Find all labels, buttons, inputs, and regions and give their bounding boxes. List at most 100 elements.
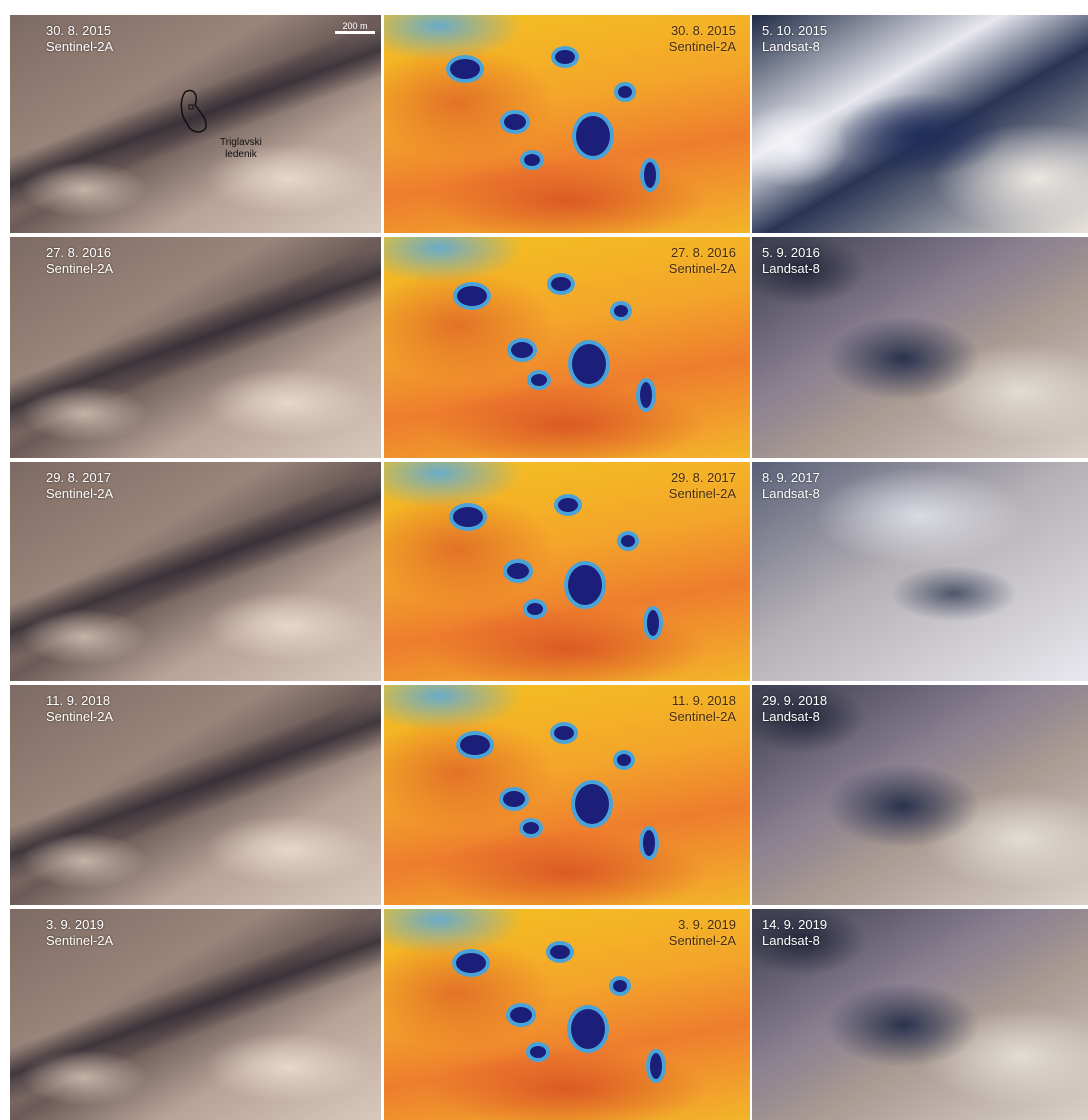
date: 30. 8. 2015: [46, 23, 113, 39]
snow-patch: [575, 784, 609, 824]
snow-patch: [550, 945, 570, 959]
snow-patch: [510, 1007, 532, 1023]
snow-patch: [504, 114, 526, 130]
annotation-line: ledenik: [220, 149, 262, 161]
date: 30. 8. 2015: [669, 23, 736, 39]
snow-patch: [450, 59, 480, 79]
figure: {"panels": [ [{"date": "30. 8. 2015", "s…: [0, 0, 1088, 1120]
snow-patch: [457, 286, 487, 306]
snow-patch: [614, 305, 628, 317]
date: 8. 9. 2017: [762, 470, 820, 486]
sensor: Landsat-8: [762, 933, 827, 949]
annotation-line: Triglavski: [220, 137, 262, 149]
snow-patch: [643, 830, 655, 856]
snow-patch: [524, 154, 540, 166]
sensor: Sentinel-2A: [669, 933, 736, 949]
snow-patch: [511, 342, 533, 358]
outline-marker: [189, 105, 193, 109]
sensor: Landsat-8: [762, 486, 820, 502]
snow-patch: [551, 277, 571, 291]
date: 5. 9. 2016: [762, 245, 820, 261]
sensor: Sentinel-2A: [46, 261, 113, 277]
sensor: Sentinel-2A: [46, 486, 113, 502]
snow-patch: [530, 1046, 546, 1058]
snow-patch: [650, 1053, 662, 1079]
snow-patch: [531, 374, 547, 386]
snow-patch: [523, 822, 539, 834]
sensor: Sentinel-2A: [46, 933, 113, 949]
panel-grid: 30. 8. 2015Sentinel-2A200 mTriglavskiled…: [0, 0, 1088, 1120]
sensor: Sentinel-2A: [46, 39, 113, 55]
snow-patch: [617, 754, 631, 766]
snow-patch: [554, 726, 574, 740]
snow-patch: [621, 535, 635, 547]
date: 27. 8. 2016: [46, 245, 113, 261]
snow-patch: [555, 50, 575, 64]
snow-patch: [507, 563, 529, 579]
snow-patch: [571, 1009, 605, 1049]
date: 29. 9. 2018: [762, 693, 827, 709]
sensor: Landsat-8: [762, 39, 827, 55]
date: 27. 8. 2016: [669, 245, 736, 261]
sensor: Sentinel-2A: [46, 709, 113, 725]
date: 3. 9. 2019: [46, 917, 113, 933]
snow-patch: [460, 735, 490, 755]
snow-patch: [453, 507, 483, 527]
date: 5. 10. 2015: [762, 23, 827, 39]
snow-patch: [618, 86, 632, 98]
snow-patch: [568, 565, 602, 605]
sensor: Landsat-8: [762, 261, 820, 277]
sensor: Landsat-8: [762, 709, 827, 725]
date: 3. 9. 2019: [669, 917, 736, 933]
date: 29. 8. 2017: [46, 470, 113, 486]
snow-patch: [647, 610, 659, 636]
scale-bar: 200 m: [335, 21, 375, 34]
snow-patch: [644, 162, 656, 188]
date: 11. 9. 2018: [669, 693, 736, 709]
date: 11. 9. 2018: [46, 693, 113, 709]
snow-patch: [572, 344, 606, 384]
snow-patch: [576, 116, 610, 156]
sensor: Sentinel-2A: [669, 261, 736, 277]
sensor: Sentinel-2A: [669, 709, 736, 725]
glacier-outline: [175, 87, 215, 137]
snow-patch: [527, 603, 543, 615]
snow-patch: [613, 980, 627, 992]
snow-patch: [640, 382, 652, 408]
snow-patch: [558, 498, 578, 512]
snow-patch: [456, 953, 486, 973]
sensor: Sentinel-2A: [669, 486, 736, 502]
date: 29. 8. 2017: [669, 470, 736, 486]
sensor: Sentinel-2A: [669, 39, 736, 55]
